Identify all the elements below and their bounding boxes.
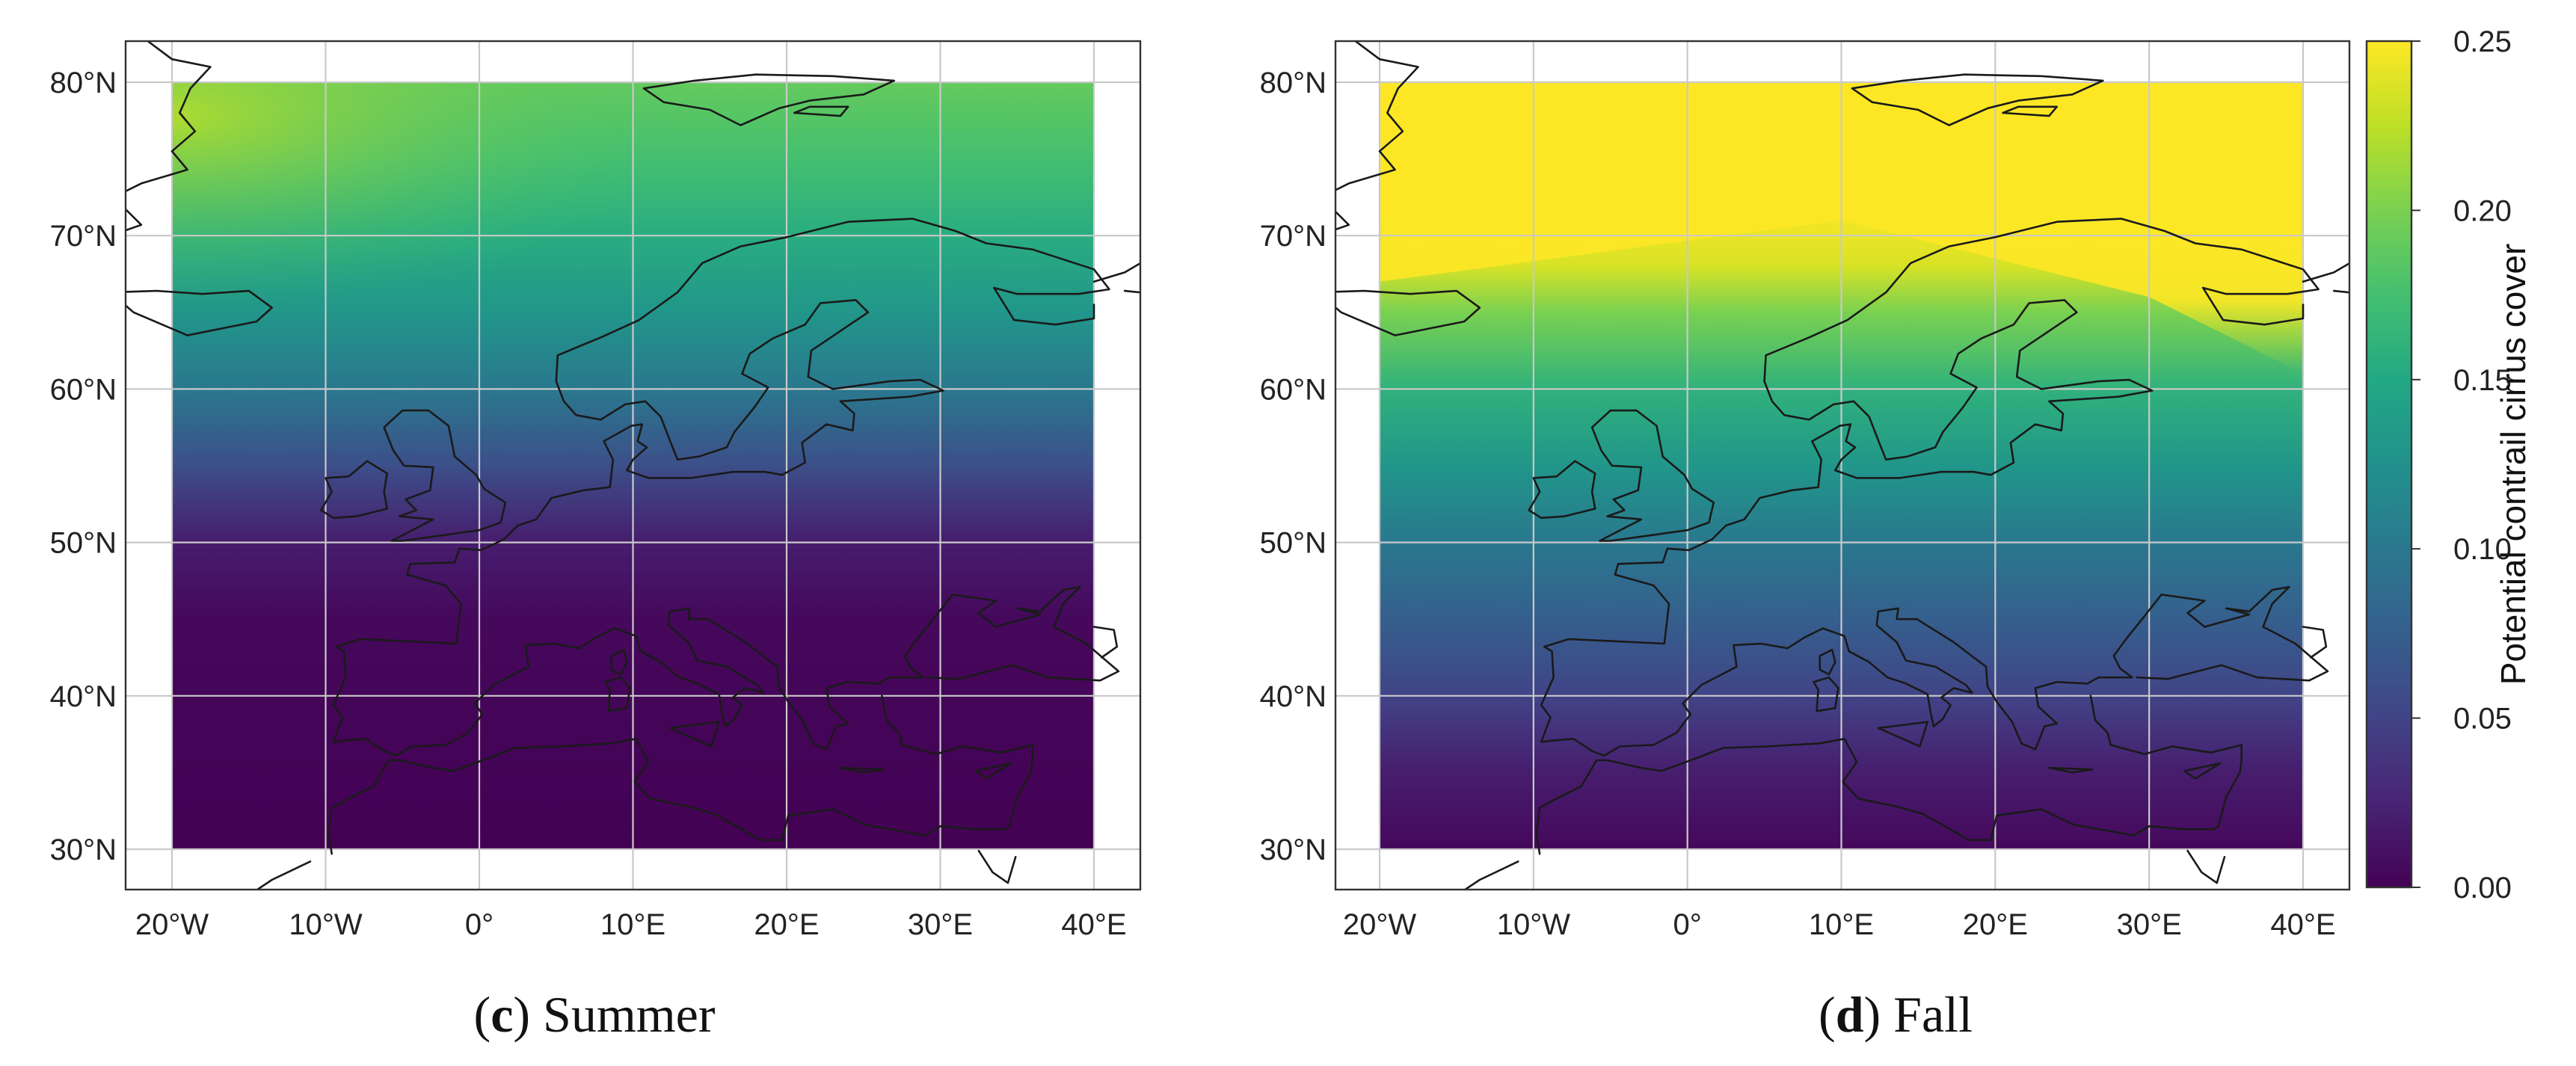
coastline xyxy=(610,648,628,676)
coastline xyxy=(977,849,1017,884)
coastline xyxy=(255,860,312,890)
y-tick-label: 40°N xyxy=(1260,680,1327,713)
coastline xyxy=(126,41,212,232)
coastline xyxy=(1092,626,1119,659)
coastline xyxy=(1851,73,2104,126)
colorbar-tick-label: 0.25 xyxy=(2453,25,2512,58)
coastlines xyxy=(126,41,1248,890)
y-tick-label: 60°N xyxy=(1260,373,1327,406)
x-tick-label: 20°E xyxy=(754,908,819,941)
y-tick-label: 50°N xyxy=(1260,527,1327,560)
coastline xyxy=(1528,460,1596,520)
x-tick-label: 10°E xyxy=(600,908,665,941)
coastline xyxy=(1813,676,1839,712)
coastline xyxy=(1463,860,1519,890)
data-field-highlight xyxy=(1380,82,2303,374)
colorbar-tick-label: 0.20 xyxy=(2453,194,2512,227)
coastline xyxy=(2002,105,2058,117)
coastline xyxy=(1590,409,1715,542)
coastline xyxy=(1335,289,1481,336)
coastline xyxy=(395,585,1120,757)
colorbar-tick-label: 0.00 xyxy=(2453,872,2512,905)
x-tick-label: 0° xyxy=(1673,908,1702,941)
coastline xyxy=(126,289,273,336)
coastline xyxy=(1335,41,1419,231)
y-tick-label: 60°N xyxy=(50,373,117,406)
coastlines xyxy=(1335,41,2349,890)
x-tick-label: 30°E xyxy=(2117,908,2182,941)
caption-letter-d: d xyxy=(1836,986,1864,1043)
coastline xyxy=(1171,82,1248,113)
coastline xyxy=(332,737,398,757)
map-frame xyxy=(1334,40,2351,891)
svg-text:(c) Summer: (c) Summer xyxy=(474,986,716,1043)
x-tick-label: 10°E xyxy=(1809,908,1874,941)
colorbar-tick-label: 0.10 xyxy=(2453,533,2512,566)
x-tick-label: 20°E xyxy=(1963,908,2028,941)
coastline xyxy=(1092,262,1140,294)
coastline xyxy=(2183,762,2222,780)
x-tick-label: 20°W xyxy=(1343,908,1416,941)
gridlines xyxy=(1335,41,2349,890)
caption-letter-c: c xyxy=(491,986,513,1043)
y-tick-label: 80°N xyxy=(50,67,117,99)
x-tick-label: 40°E xyxy=(1061,908,1126,941)
x-tick-label: 40°E xyxy=(2270,908,2335,941)
coastline xyxy=(668,721,720,748)
coastline xyxy=(974,762,1012,780)
colorbar-tick-label: 0.05 xyxy=(2453,703,2512,736)
coastline xyxy=(2048,766,2094,774)
coastline xyxy=(1819,648,1836,676)
coastline xyxy=(839,766,885,774)
coastline xyxy=(642,73,896,126)
coastline xyxy=(1877,721,1929,748)
coastline xyxy=(1535,694,2243,855)
coastline xyxy=(2302,626,2328,659)
caption-text-fall: Fall xyxy=(1893,986,1973,1043)
coastline xyxy=(2302,262,2349,294)
colorbar-gradient xyxy=(2367,41,2411,887)
coastline xyxy=(2186,849,2226,884)
coastline xyxy=(1540,737,1605,757)
x-tick-label: 0° xyxy=(465,908,494,941)
caption-summer: (c) Summer xyxy=(474,986,716,1043)
y-tick-label: 30°N xyxy=(50,834,117,866)
coastline xyxy=(328,694,1034,855)
coastline xyxy=(793,105,849,117)
x-tick-label: 10°W xyxy=(289,908,362,941)
colorbar-label: Potential contrail cirrus cover xyxy=(2494,244,2533,685)
colorbar: 0.00 0.05 0.10 0.15 0.20 0.25 Potential contr… xyxy=(2365,25,2533,905)
map-panel-fall: 20°W 10°W 0° 10°E 20°E 30°E 40°E 30°N 40°N 50°N 60… xyxy=(1260,40,2351,941)
gridlines xyxy=(126,41,1140,890)
y-tick-label: 30°N xyxy=(1260,834,1327,866)
y-tick-label: 50°N xyxy=(50,527,117,560)
coastline xyxy=(604,676,631,712)
y-tick-label: 70°N xyxy=(1260,220,1327,253)
x-tick-label: 20°W xyxy=(135,908,209,941)
coastline xyxy=(383,409,507,542)
map-panel-summer: 20°W 10°W 0° 10°E 20°E 30°E 40°E 30°N 40°N 50°N 60… xyxy=(50,40,1248,941)
caption-text-summer: Summer xyxy=(543,986,716,1043)
y-tick-label: 80°N xyxy=(1260,67,1327,99)
colorbar-tick-label: 0.15 xyxy=(2453,364,2512,397)
x-tick-label: 10°W xyxy=(1497,908,1570,941)
y-tick-label: 40°N xyxy=(50,680,117,713)
coastline xyxy=(1603,585,2329,757)
map-frame xyxy=(124,40,1142,891)
coastline xyxy=(332,218,1110,743)
caption-fall: (d) Fall xyxy=(1819,986,1973,1043)
svg-text:(d) Fall: (d) Fall xyxy=(1819,986,1973,1043)
x-tick-label: 30°E xyxy=(908,908,973,941)
colorbar-frame xyxy=(2365,40,2413,889)
y-tick-label: 70°N xyxy=(50,220,117,253)
coastline xyxy=(319,460,389,520)
coastline xyxy=(1540,218,2320,743)
